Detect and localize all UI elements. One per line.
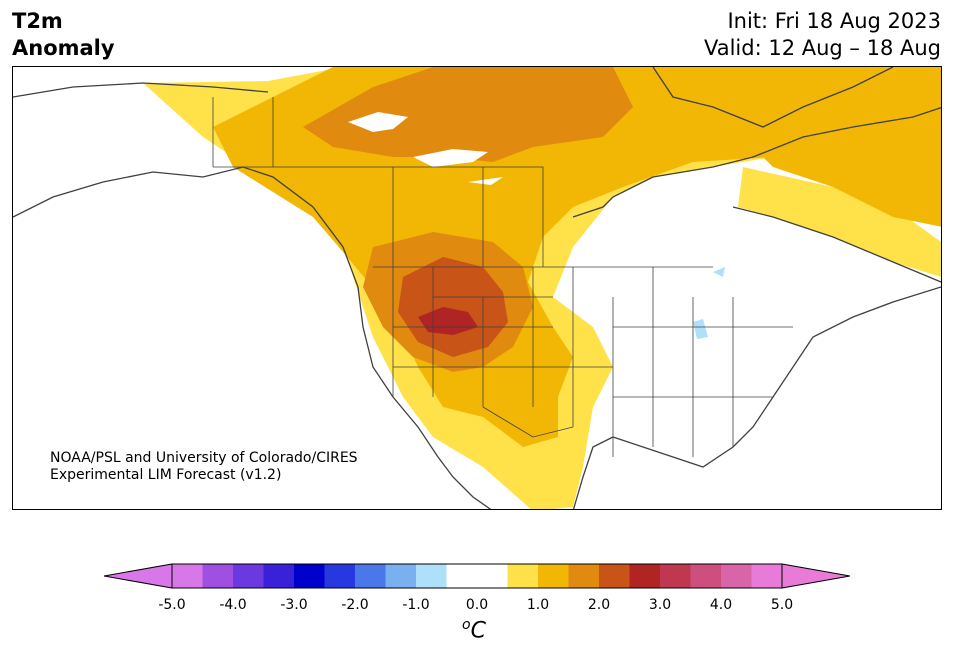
title-line-1: T2m bbox=[12, 9, 63, 33]
colorbar-tick-label: -2.0 bbox=[341, 597, 369, 613]
colorbar bbox=[104, 563, 850, 589]
lake-great-slave bbox=[413, 149, 488, 167]
colorbar-cell bbox=[324, 564, 356, 588]
title-line-2: Anomaly bbox=[12, 36, 115, 60]
colorbar-cells bbox=[172, 564, 783, 588]
colorbar-cell bbox=[172, 564, 203, 588]
lake-athabasca bbox=[468, 177, 503, 185]
colorbar-cell bbox=[599, 564, 630, 588]
lake-michigan bbox=[693, 319, 708, 339]
colorbar-cell bbox=[507, 564, 539, 588]
colorbar-under-arrow bbox=[104, 563, 173, 589]
lake-superior bbox=[713, 267, 725, 277]
colorbar-cell bbox=[751, 564, 783, 588]
colorbar-cell bbox=[233, 564, 264, 588]
colorbar-cell bbox=[629, 564, 661, 588]
coastlines bbox=[13, 67, 941, 509]
colorbar-cell bbox=[202, 564, 234, 588]
colorbar-cell bbox=[263, 564, 295, 588]
colorbar-cell bbox=[660, 564, 691, 588]
credit-line-2: Experimental LIM Forecast (v1.2) bbox=[50, 467, 282, 483]
colorbar-tick-label: -5.0 bbox=[158, 597, 186, 613]
colorbar-tick-label: 2.0 bbox=[587, 597, 611, 613]
anomaly-region-east-yellow bbox=[738, 167, 941, 277]
colorbar-cell bbox=[446, 564, 478, 588]
colorbar-tick-label: -3.0 bbox=[280, 597, 308, 613]
colorbar-outline bbox=[171, 563, 783, 589]
political-borders bbox=[212, 97, 793, 457]
colorbar-cell bbox=[690, 564, 722, 588]
credit-text: NOAA/PSL and University of Colorado/CIRE… bbox=[50, 450, 358, 484]
colorbar-tick-label: -4.0 bbox=[219, 597, 247, 613]
colorbar-tick-label: 1.0 bbox=[526, 597, 550, 613]
colorbar-cell bbox=[385, 564, 417, 588]
colorbar-ticks: -5.0 -4.0 -3.0 -2.0 -1.0 0.0 1.0 2.0 3.0 4.0 5.0 bbox=[0, 597, 953, 617]
colorbar-cell bbox=[294, 564, 325, 588]
colorbar-cell bbox=[538, 564, 569, 588]
anomaly-map: NOAA/PSL and University of Colorado/CIRE… bbox=[12, 66, 942, 510]
anomaly-region-northeast-gold bbox=[653, 67, 941, 227]
colorbar-cell bbox=[721, 564, 752, 588]
colorbar-over-arrow bbox=[781, 563, 850, 589]
colorbar-tick-label: 5.0 bbox=[770, 597, 794, 613]
anomaly-region-orange bbox=[303, 67, 633, 162]
map-canvas bbox=[13, 67, 941, 509]
lake-great-bear bbox=[348, 112, 408, 132]
colorbar-tick-label: -1.0 bbox=[402, 597, 430, 613]
anomaly-region-dark-orange bbox=[398, 257, 508, 357]
unit-letter: C bbox=[470, 618, 486, 644]
colorbar-tick-label: 3.0 bbox=[648, 597, 672, 613]
init-date: Init: Fri 18 Aug 2023 bbox=[727, 9, 941, 33]
hudson-bay bbox=[603, 167, 743, 287]
valid-range: Valid: 12 Aug – 18 Aug bbox=[703, 36, 941, 60]
unit-degree: o bbox=[462, 617, 471, 633]
forecast-dates: Init: Fri 18 Aug 2023 Valid: 12 Aug – 18… bbox=[704, 8, 941, 62]
colorbar-cell bbox=[568, 564, 600, 588]
credit-line-1: NOAA/PSL and University of Colorado/CIRE… bbox=[50, 450, 358, 466]
colorbar-unit: oC bbox=[462, 617, 486, 643]
colorbar-cell bbox=[355, 564, 386, 588]
colorbar-cell bbox=[416, 564, 447, 588]
colorbar-tick-label: 4.0 bbox=[709, 597, 733, 613]
colorbar-tick-label: 0.0 bbox=[465, 597, 489, 613]
map-title: T2m Anomaly bbox=[12, 8, 115, 62]
colorbar-cell bbox=[477, 564, 508, 588]
